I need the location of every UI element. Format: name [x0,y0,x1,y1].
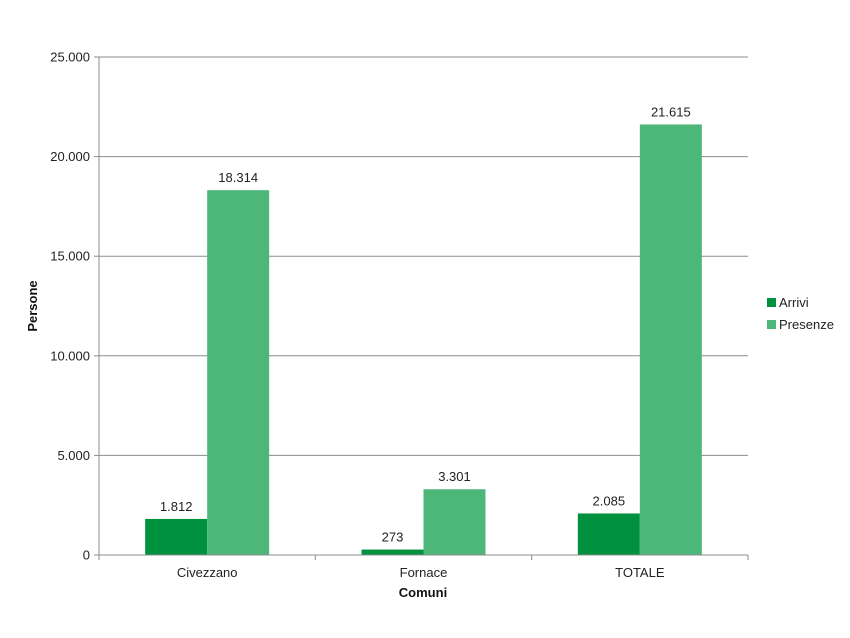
axes [94,56,749,560]
y-axis-title: Persone [25,280,40,331]
bar-presenze-fornace [423,489,486,555]
bar-presenze-civezzano [207,190,270,555]
bars [145,124,702,555]
x-tick-label: Fornace [400,565,448,580]
bar-arrivi-civezzano [145,518,208,555]
legend-label-presenze: Presenze [779,317,834,332]
bar-arrivi-fornace [361,549,424,555]
y-tick-label: 25.000 [50,50,90,65]
bar-arrivi-totale [577,513,640,555]
data-label: 273 [382,530,404,545]
legend: Arrivi Presenze [767,295,834,332]
data-label: 18.314 [218,170,258,185]
bar-presenze-totale [639,124,702,555]
y-tick-label: 10.000 [50,348,90,363]
y-tick-label: 20.000 [50,149,90,164]
legend-swatch-arrivi [767,298,776,307]
data-label: 3.301 [438,469,471,484]
legend-swatch-presenze [767,320,776,329]
y-tick-label: 5.000 [57,448,90,463]
x-tick-labels: Civezzano Fornace TOTALE [177,565,665,580]
data-labels: 1.812 18.314 273 3.301 2.085 21.615 [160,104,691,544]
legend-label-arrivi: Arrivi [779,295,809,310]
y-tick-label: 15.000 [50,249,90,264]
x-axis-title: Comuni [399,585,447,600]
y-tick-labels: 0 5.000 10.000 15.000 20.000 25.000 [50,50,90,563]
y-tick-label: 0 [83,548,90,563]
data-label: 2.085 [593,493,626,508]
data-label: 21.615 [651,104,691,119]
x-tick-label: Civezzano [177,565,238,580]
x-tick-label: TOTALE [615,565,665,580]
data-label: 1.812 [160,499,193,514]
